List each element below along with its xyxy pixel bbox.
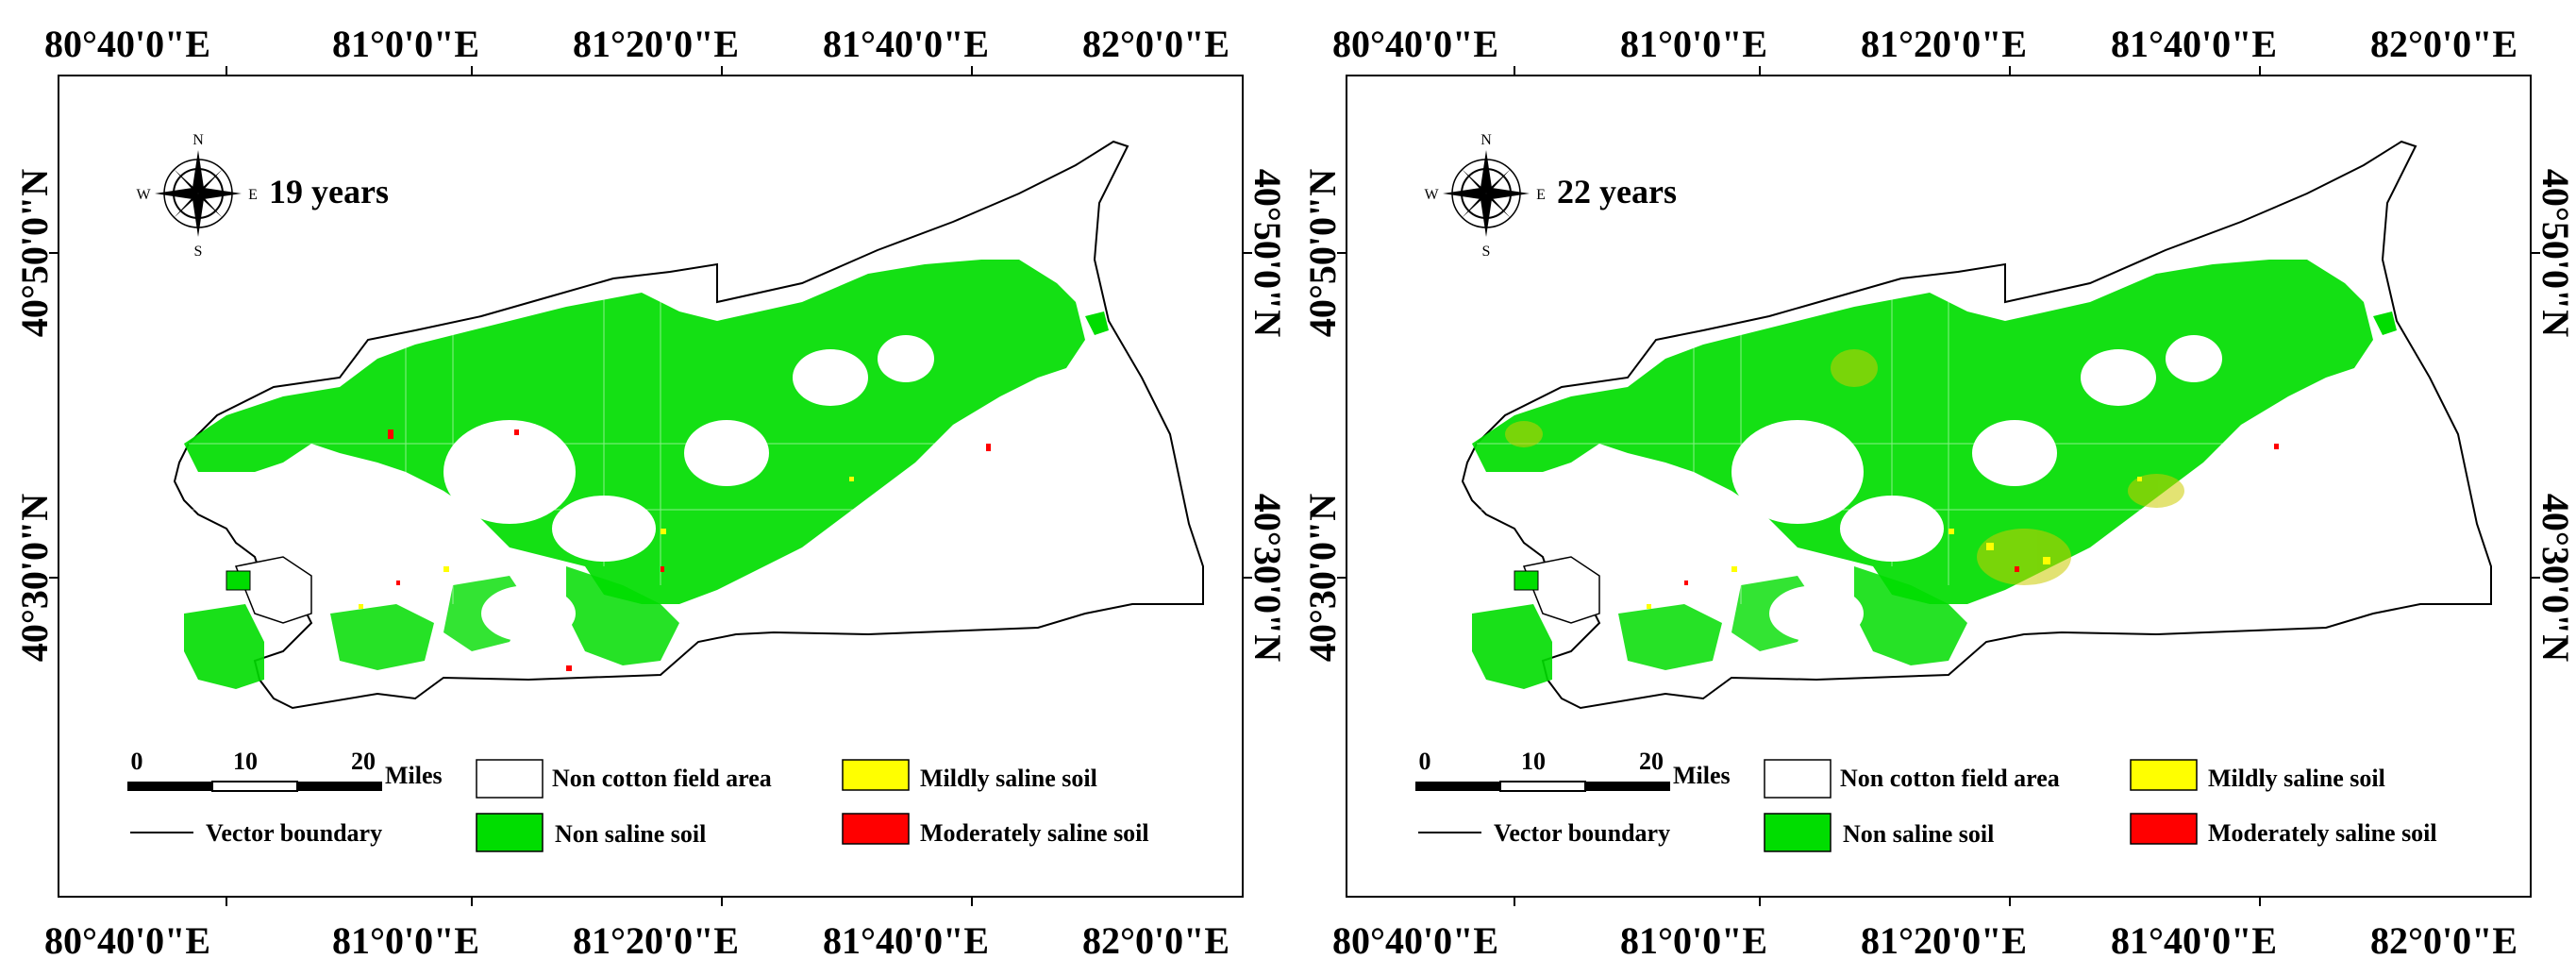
right-tick-2: 40°30'0"N [2534,494,2576,662]
map-frame [1346,75,2532,898]
bottom-tick-5: 82°0'0"E [2370,919,2517,962]
compass-icon: N S E W [1424,132,1545,260]
bottom-tick-3: 81°20'0"E [1861,919,2027,962]
scale-bar: 0 10 20 Miles [1415,748,1731,792]
compass-e: E [1536,187,1546,203]
non-saline-areas [1472,260,2397,689]
bottom-tick-1: 80°40'0"E [1332,919,1498,962]
compass-icon: N S E W [136,132,257,260]
legend-boundary: Vector boundary [206,819,382,847]
legend-moderate: Moderately saline soil [920,819,1149,847]
top-tick-1: 80°40'0"E [44,23,210,65]
compass-s: S [1482,244,1491,260]
compass-n: N [192,132,204,148]
legend: Vector boundary Non cotton field area No… [130,759,1149,852]
map-panel-2: 80°40'0"E 81°0'0"E 81°20'0"E 81°40'0"E 8… [1288,0,2576,976]
bottom-tick-4: 81°40'0"E [2111,919,2277,962]
legend-mild: Mildly saline soil [2208,765,2385,792]
compass-w: W [1424,187,1439,203]
scale-0: 0 [1419,748,1431,775]
scale-10: 10 [1521,748,1546,775]
scale-unit: Miles [385,762,443,789]
top-tick-5: 82°0'0"E [1082,23,1229,65]
right-tick-1: 40°50'0"N [2534,169,2576,337]
top-tick-1: 80°40'0"E [1332,23,1498,65]
left-tick-1: 40°50'0"N [1301,169,1344,337]
scale-bar: 0 10 20 Miles [127,748,443,792]
legend-non-saline: Non saline soil [1843,820,1994,848]
panel-title: 22 years [1557,173,1677,210]
legend-non-cotton: Non cotton field area [1840,765,2060,792]
map-svg: 80°40'0"E 81°0'0"E 81°20'0"E 81°40'0"E 8… [1301,23,2576,962]
non-saline-areas [184,260,1109,689]
compass-e: E [248,187,258,203]
right-tick-1: 40°50'0"N [1246,169,1288,337]
legend-moderate: Moderately saline soil [2208,819,2437,847]
top-tick-5: 82°0'0"E [2370,23,2517,65]
legend-mild: Mildly saline soil [920,765,1097,792]
legend-non-cotton: Non cotton field area [552,765,772,792]
panel-title: 19 years [269,173,389,210]
top-tick-3: 81°20'0"E [1861,23,2027,65]
study-area [1461,140,2492,710]
bottom-tick-4: 81°40'0"E [823,919,989,962]
top-tick-2: 81°0'0"E [332,23,479,65]
top-tick-4: 81°40'0"E [823,23,989,65]
scale-10: 10 [233,748,258,775]
map-frame [58,75,1244,898]
compass-w: W [136,187,151,203]
bottom-tick-2: 81°0'0"E [1620,919,1767,962]
top-tick-3: 81°20'0"E [573,23,739,65]
legend-boundary: Vector boundary [1494,819,1670,847]
scale-20: 20 [351,748,376,775]
legend: Vector boundary Non cotton field area No… [1418,759,2437,852]
bottom-tick-3: 81°20'0"E [573,919,739,962]
top-tick-4: 81°40'0"E [2111,23,2277,65]
compass-n: N [1480,132,1492,148]
bottom-tick-5: 82°0'0"E [1082,919,1229,962]
scale-0: 0 [131,748,143,775]
left-tick-2: 40°30'0"N [1301,494,1344,662]
bottom-tick-2: 81°0'0"E [332,919,479,962]
top-tick-2: 81°0'0"E [1620,23,1767,65]
map-panel-1: 80°40'0"E 81°0'0"E 81°20'0"E 81°40'0"E 8… [13,23,1288,962]
left-tick-1: 40°50'0"N [13,169,56,337]
bottom-tick-1: 80°40'0"E [44,919,210,962]
scale-20: 20 [1639,748,1664,775]
scale-unit: Miles [1673,762,1731,789]
legend-non-saline: Non saline soil [555,820,706,848]
study-area [173,140,1204,710]
left-tick-2: 40°30'0"N [13,494,56,662]
map-svg: 80°40'0"E 81°0'0"E 81°20'0"E 81°40'0"E 8… [13,23,1288,962]
compass-s: S [194,244,203,260]
right-tick-2: 40°30'0"N [1246,494,1288,662]
